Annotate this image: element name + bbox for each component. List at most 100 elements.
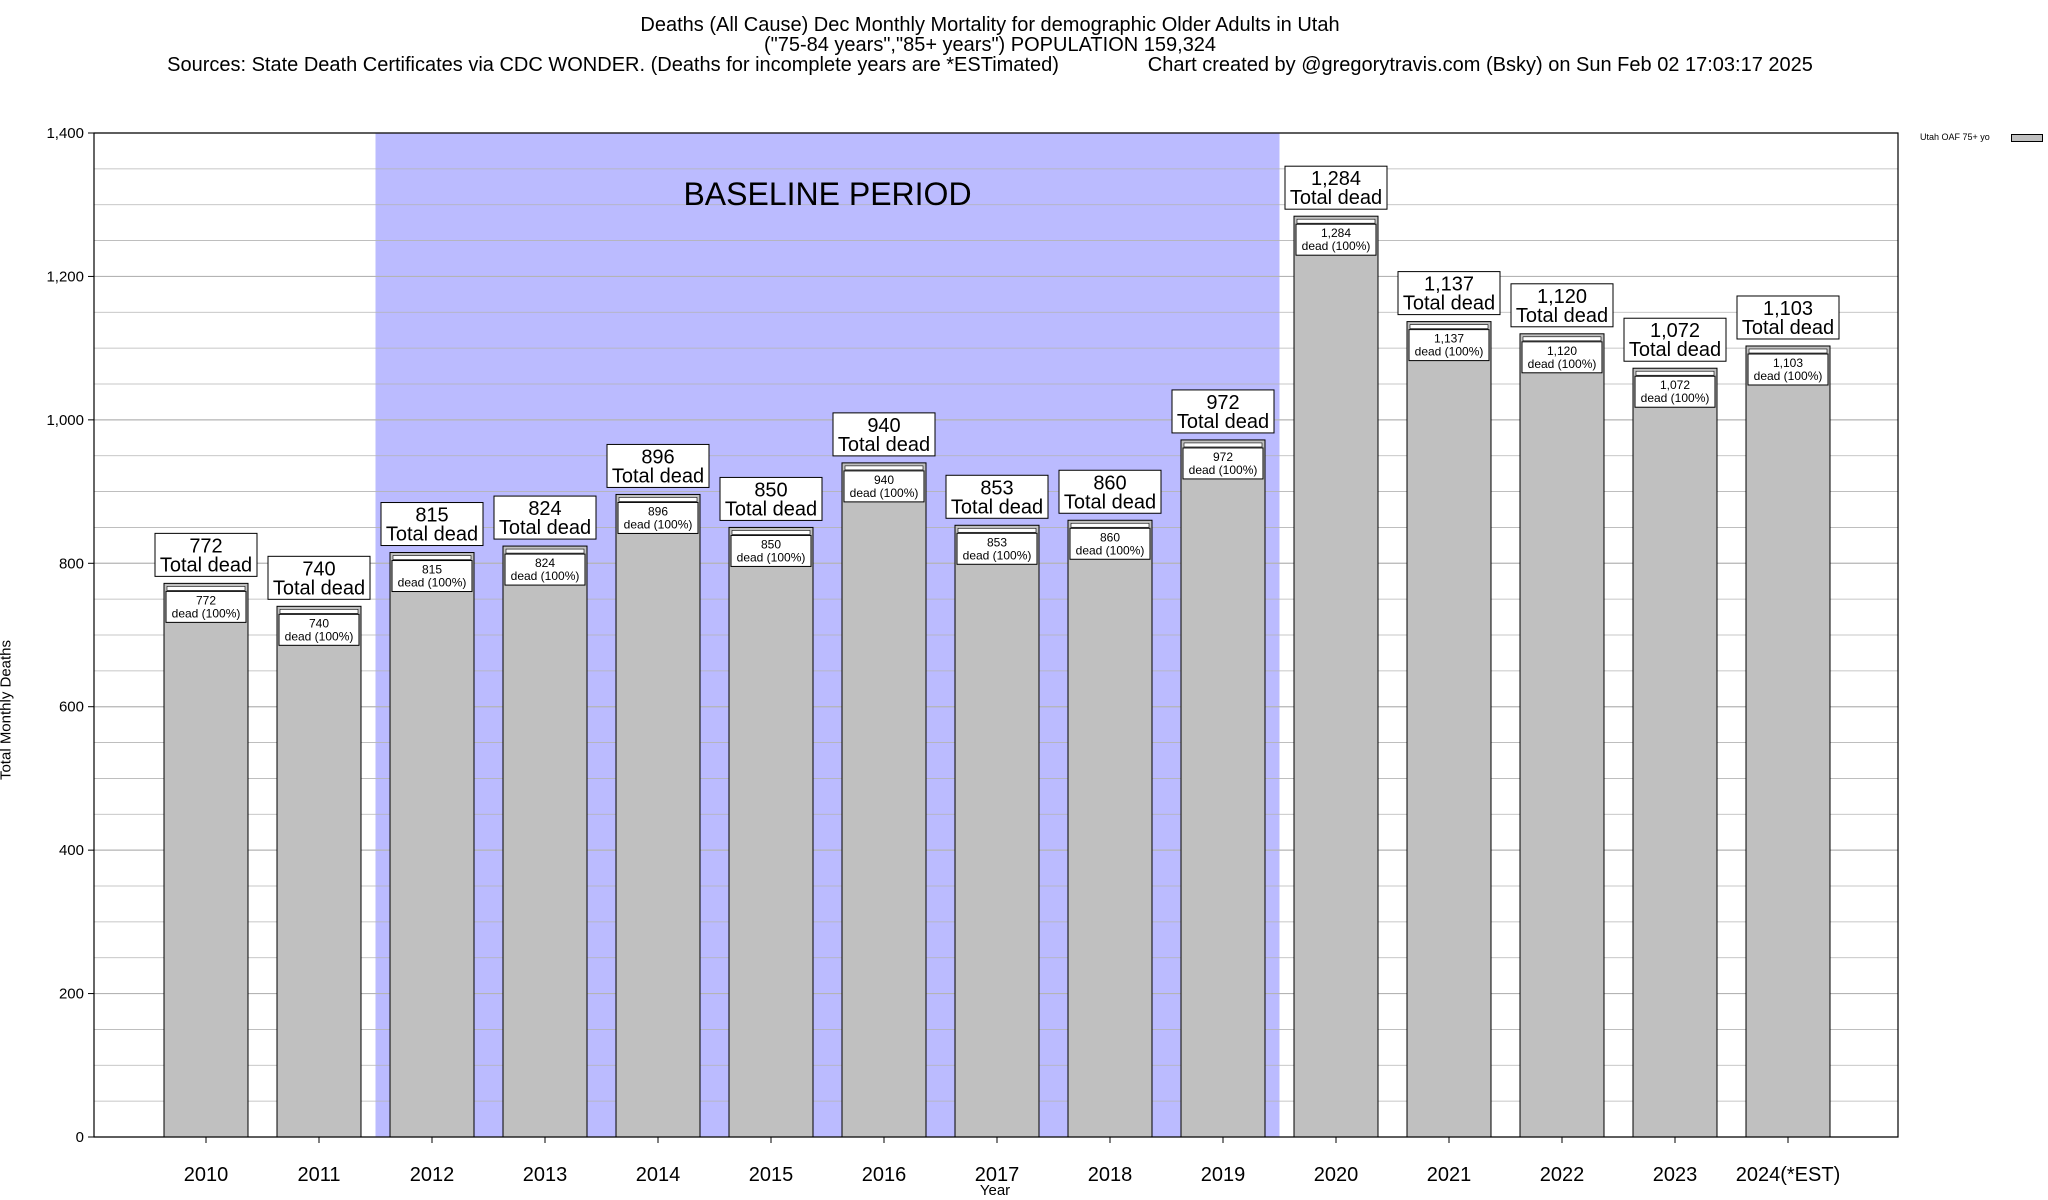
bar-cap	[166, 586, 246, 591]
top-label-box	[1171, 389, 1275, 434]
plot-frame	[93, 132, 1899, 1138]
inner-value-label: 896	[648, 504, 668, 518]
top-label-box	[1284, 165, 1388, 210]
inner-dead-label: dead (100%)	[285, 629, 354, 643]
legend-label: Utah OAF 75+ yo	[1920, 132, 1990, 142]
top-label-box	[493, 495, 597, 540]
top-value-label: 1,120	[1537, 286, 1587, 308]
top-label-box	[606, 443, 710, 488]
inner-label-box	[1747, 353, 1829, 386]
top-total-label: Total dead	[951, 496, 1043, 518]
inner-label-box	[1408, 329, 1490, 362]
top-value-label: 824	[528, 498, 561, 520]
inner-value-label: 1,072	[1660, 378, 1690, 392]
inner-dead-label: dead (100%)	[398, 576, 467, 590]
inner-value-label: 772	[196, 593, 216, 607]
top-value-label: 972	[1206, 392, 1239, 414]
inner-label-box	[617, 501, 699, 534]
top-total-label: Total dead	[1290, 187, 1382, 209]
inner-value-label: 860	[1100, 530, 1120, 544]
inner-dead-label: dead (100%)	[1415, 345, 1484, 359]
inner-value-label: 853	[987, 535, 1007, 549]
inner-value-label: 1,103	[1773, 356, 1803, 370]
bar-cap	[1183, 442, 1263, 448]
inner-dead-label: dead (100%)	[1076, 543, 1145, 557]
top-value-label: 853	[980, 477, 1013, 499]
bar-cap	[844, 465, 924, 471]
bar-cap	[1409, 324, 1489, 329]
bar-cap	[957, 527, 1037, 533]
inner-label-box	[843, 470, 925, 503]
chart-subtitle: ("75-84 years","85+ years") POPULATION 1…	[763, 34, 1217, 56]
y-tick-label: 1,200	[46, 268, 84, 285]
bar-cap	[1296, 218, 1376, 224]
bar-cap	[1070, 522, 1150, 528]
top-value-label: 1,284	[1311, 168, 1361, 190]
top-label-box	[154, 532, 258, 577]
chart-source-note: Sources: State Death Certificates via CD…	[167, 54, 1813, 76]
top-label-box	[1623, 317, 1727, 362]
bar	[841, 462, 927, 1138]
x-tick-label: 2017	[975, 1164, 1020, 1186]
top-value-label: 1,137	[1424, 274, 1474, 296]
bar	[1406, 321, 1492, 1138]
bar-cap	[1522, 336, 1602, 342]
bar	[502, 545, 588, 1138]
inner-label-box	[1634, 375, 1716, 408]
bar	[163, 582, 249, 1138]
inner-value-label: 1,284	[1321, 226, 1351, 240]
bar-cap	[618, 497, 698, 502]
inner-value-label: 1,137	[1434, 332, 1464, 346]
top-total-label: Total dead	[1177, 411, 1269, 433]
bar	[1293, 215, 1379, 1138]
inner-dead-label: dead (100%)	[1302, 239, 1371, 253]
top-label-box	[380, 502, 484, 547]
top-value-label: 1,072	[1650, 320, 1700, 342]
bar	[1067, 519, 1153, 1138]
top-total-label: Total dead	[1516, 305, 1608, 327]
bar	[1745, 345, 1831, 1138]
top-total-label: Total dead	[499, 517, 591, 539]
x-tick-label: 2016	[862, 1164, 907, 1186]
bar	[954, 524, 1040, 1138]
x-tick-label: 2024(*EST)	[1736, 1164, 1841, 1186]
inner-label-box	[956, 532, 1038, 565]
chart-title: Deaths (All Cause) Dec Monthly Mortality…	[640, 14, 1340, 36]
top-label-box	[1736, 295, 1840, 340]
inner-dead-label: dead (100%)	[172, 606, 241, 620]
top-total-label: Total dead	[160, 554, 252, 576]
x-tick-label: 2022	[1540, 1164, 1585, 1186]
inner-label-box	[1182, 447, 1264, 480]
bar	[389, 552, 475, 1138]
x-tick-label: 2023	[1653, 1164, 1698, 1186]
x-axis-label: Year	[979, 1182, 1011, 1199]
top-total-label: Total dead	[1742, 317, 1834, 339]
inner-label-box	[1521, 341, 1603, 374]
inner-value-label: 850	[761, 537, 781, 551]
y-tick-label: 200	[59, 986, 84, 1003]
inner-label-box	[730, 534, 812, 567]
inner-value-label: 940	[874, 473, 894, 487]
top-total-label: Total dead	[725, 498, 817, 520]
x-tick-label: 2019	[1201, 1164, 1246, 1186]
bar	[728, 526, 814, 1138]
bar	[1180, 439, 1266, 1138]
top-total-label: Total dead	[838, 434, 930, 456]
bar-cap	[1635, 370, 1715, 376]
top-value-label: 860	[1093, 472, 1126, 494]
top-label-box	[1058, 469, 1162, 514]
bar	[615, 493, 701, 1138]
inner-label-box	[165, 590, 247, 623]
bar-cap	[731, 530, 811, 535]
bar-cap	[505, 548, 585, 554]
inner-value-label: 815	[422, 563, 442, 577]
top-label-box	[1397, 271, 1501, 316]
inner-dead-label: dead (100%)	[1189, 463, 1258, 477]
inner-label-box	[278, 613, 360, 646]
x-tick-label: 2013	[523, 1164, 568, 1186]
x-tick-label: 2012	[410, 1164, 455, 1186]
y-tick-label: 600	[59, 699, 84, 716]
top-total-label: Total dead	[1629, 339, 1721, 361]
inner-dead-label: dead (100%)	[1528, 357, 1597, 371]
